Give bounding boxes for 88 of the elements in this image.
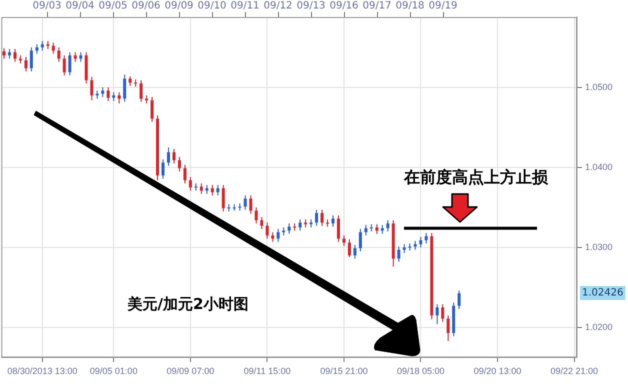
candlestick: [123, 74, 126, 102]
text: 09/17: [362, 0, 392, 12]
candlestick: [436, 304, 439, 325]
candlestick: [266, 222, 269, 240]
candlestick: [162, 158, 165, 180]
candlestick: [342, 234, 346, 246]
candlestick: [336, 214, 340, 242]
candlestick: [68, 52, 72, 76]
candlestick: [222, 184, 225, 212]
candlestick: [118, 92, 121, 104]
text: 1.02426: [582, 288, 624, 299]
candlestick: [74, 52, 77, 62]
candlestick: [249, 194, 252, 214]
text: 09/04: [66, 0, 94, 12]
x-tick-label: 09/09 07:00: [166, 366, 214, 376]
y-tick-label: 1.0500: [585, 82, 613, 92]
candlestick: [2, 48, 6, 60]
candlestick: [446, 314, 450, 342]
x-tick-label: 09/20 13:00: [474, 366, 522, 376]
candlestick: [13, 48, 16, 62]
candlestick: [30, 46, 33, 72]
candlestick: [128, 76, 132, 86]
candlestick: [79, 52, 82, 62]
candlestick: [210, 184, 214, 196]
annotation: 美元/加元2小时图: [126, 294, 248, 313]
candlestick: [254, 206, 258, 224]
candlestick: [353, 244, 356, 260]
candlestick: [276, 228, 280, 242]
candlestick: [424, 232, 428, 244]
x-tick-label: 09/15 21:00: [320, 366, 368, 376]
candlestick: [200, 182, 203, 194]
candlestick: [288, 222, 291, 234]
candlestick: [271, 232, 274, 242]
candlestick: [150, 96, 154, 122]
text: 09/13: [296, 0, 326, 12]
x-tick-label: 09/22 21:00: [550, 366, 598, 376]
candlestick: [183, 164, 186, 184]
ref-line-label: 在前度高点上方止损: [403, 167, 549, 186]
text: 09/12: [264, 0, 292, 12]
text: 09/09: [164, 0, 194, 12]
candlestick: [8, 48, 11, 60]
text: 09/10: [198, 0, 226, 12]
candlestick: [386, 220, 390, 232]
candlestick: [375, 224, 378, 234]
candlestick: [35, 44, 38, 54]
candlestick: [320, 209, 324, 226]
y-tick-label: 1.0400: [585, 162, 613, 172]
candlestick: [101, 86, 104, 98]
y-tick-label: 1.0300: [585, 242, 613, 252]
text: 09/05: [98, 0, 128, 12]
candlestick: [364, 224, 368, 236]
candlestick: [188, 176, 192, 192]
x-tick-label: 09/05 01:00: [90, 366, 138, 376]
candlestick: [397, 246, 400, 262]
text: 09/11: [230, 0, 260, 12]
candlestick: [315, 209, 318, 226]
x-tick-label: 09/11 15:00: [244, 366, 291, 376]
candlestick: [458, 290, 461, 310]
candlestick: [441, 304, 444, 322]
candlestick: [140, 80, 143, 102]
candlestick: [106, 86, 110, 102]
x-tick-label: 08/30/2013 13:00: [7, 366, 78, 376]
candlestick: [62, 54, 66, 76]
candlestick: [370, 224, 373, 232]
candlestick: [260, 216, 264, 230]
candlestick: [331, 214, 334, 228]
text: 09/19: [428, 0, 458, 12]
candlestick: [227, 204, 230, 212]
y-tick-label: 1.0200: [585, 322, 613, 332]
candlestick: [358, 228, 362, 252]
candlestick: [244, 194, 247, 210]
candlestick: [57, 46, 60, 62]
candlestick: [216, 184, 220, 196]
candlestick: [24, 56, 28, 72]
candlestick: [167, 146, 170, 166]
candlestick: [172, 148, 176, 164]
candlestick: [90, 76, 94, 101]
text: 09/03: [32, 0, 62, 12]
x-tick-label: 09/18 05:00: [396, 366, 444, 376]
candlestick: [348, 238, 351, 258]
candlestick: [52, 42, 55, 54]
candlestick: [40, 40, 44, 52]
text: 09/16: [330, 0, 358, 12]
candlestick: [298, 218, 302, 232]
candlestick: [419, 236, 422, 248]
candlestick: [178, 156, 181, 172]
text: 09/06: [132, 0, 160, 12]
text: 09/18: [396, 0, 424, 12]
